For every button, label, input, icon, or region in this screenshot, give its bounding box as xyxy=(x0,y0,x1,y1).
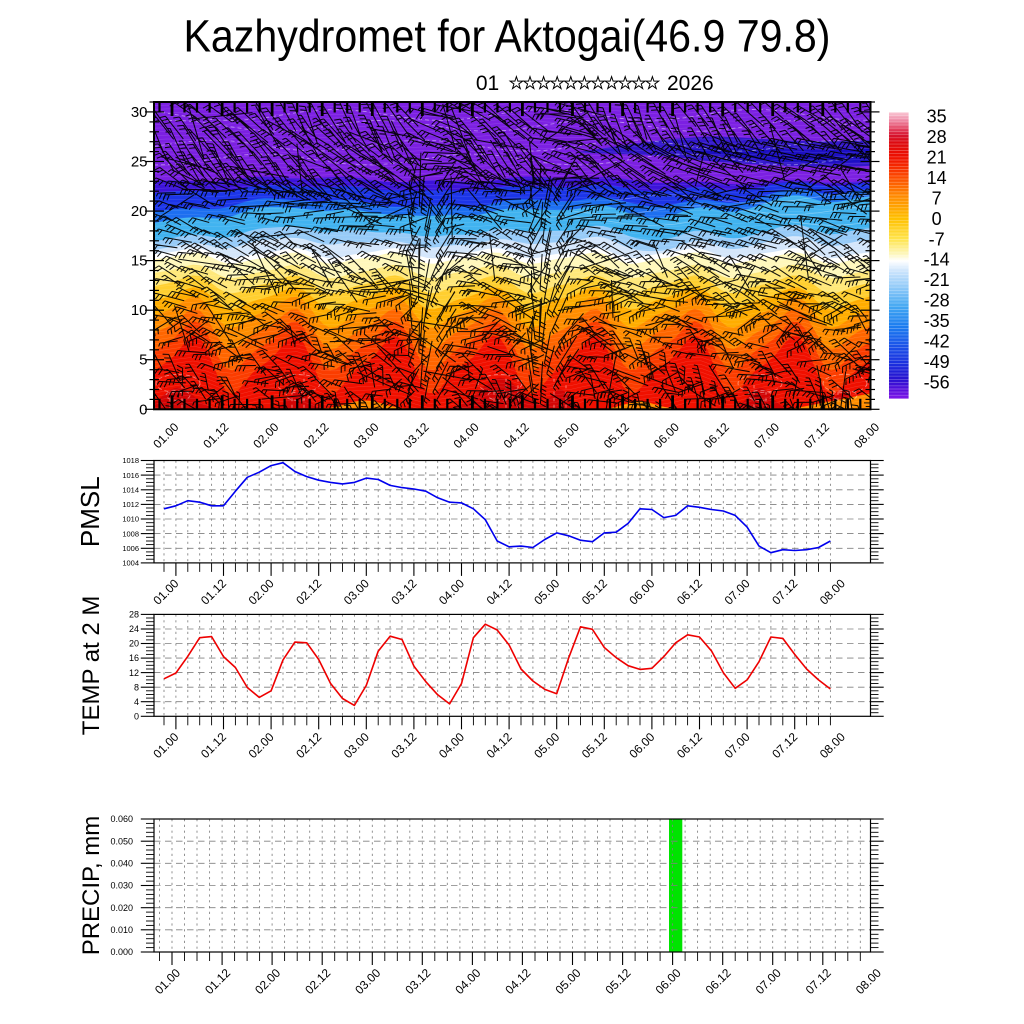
svg-text:15: 15 xyxy=(131,253,148,270)
svg-text:0.050: 0.050 xyxy=(110,836,133,846)
svg-text:1014: 1014 xyxy=(122,485,139,494)
svg-text:12: 12 xyxy=(129,668,139,678)
svg-text:1010: 1010 xyxy=(122,515,139,524)
svg-text:-49: -49 xyxy=(924,352,950,372)
svg-text:-7: -7 xyxy=(929,229,945,249)
svg-text:30: 30 xyxy=(131,104,148,121)
svg-text:0: 0 xyxy=(134,711,139,721)
svg-text:0: 0 xyxy=(139,401,147,418)
svg-text:7: 7 xyxy=(932,188,942,208)
svg-text:8: 8 xyxy=(134,682,139,692)
svg-text:1004: 1004 xyxy=(122,559,139,568)
svg-text:-14: -14 xyxy=(924,250,950,270)
svg-text:4: 4 xyxy=(134,697,139,707)
svg-text:0.060: 0.060 xyxy=(110,814,133,824)
svg-text:-21: -21 xyxy=(924,270,950,290)
svg-text:TEMP at 2 M: TEMP at 2 M xyxy=(78,596,105,736)
svg-text:14: 14 xyxy=(927,168,947,188)
svg-text:PRECIP, mm: PRECIP, mm xyxy=(78,816,105,956)
svg-text:0.020: 0.020 xyxy=(110,903,133,913)
svg-text:0.000: 0.000 xyxy=(110,947,133,957)
svg-text:Kazhydromet for Aktogai(46.9 7: Kazhydromet for Aktogai(46.9 79.8) xyxy=(184,11,831,62)
svg-text:1018: 1018 xyxy=(122,456,139,465)
svg-text:24: 24 xyxy=(129,624,139,634)
svg-text:35: 35 xyxy=(927,107,947,127)
svg-text:5: 5 xyxy=(139,352,147,369)
svg-text:-35: -35 xyxy=(924,311,950,331)
svg-text:1006: 1006 xyxy=(122,544,139,553)
svg-text:0: 0 xyxy=(932,209,942,229)
svg-text:-28: -28 xyxy=(924,291,950,311)
svg-text:10: 10 xyxy=(131,302,148,319)
svg-text:1012: 1012 xyxy=(122,500,139,509)
svg-text:01: 01 xyxy=(476,72,499,95)
svg-text:20: 20 xyxy=(129,639,139,649)
svg-text:-56: -56 xyxy=(924,372,950,392)
svg-text:28: 28 xyxy=(927,127,947,147)
svg-text:2026: 2026 xyxy=(667,72,714,95)
svg-text:0.010: 0.010 xyxy=(110,925,133,935)
svg-text:1016: 1016 xyxy=(122,471,139,480)
svg-text:25: 25 xyxy=(131,154,148,171)
svg-text:1008: 1008 xyxy=(122,529,139,538)
svg-text:-42: -42 xyxy=(924,331,950,351)
svg-text:20: 20 xyxy=(131,203,148,220)
svg-text:0.030: 0.030 xyxy=(110,881,133,891)
svg-text:PMSL: PMSL xyxy=(75,476,105,547)
svg-text:21: 21 xyxy=(927,148,947,168)
svg-text:0.040: 0.040 xyxy=(110,859,133,869)
svg-text:28: 28 xyxy=(129,610,139,620)
svg-text:16: 16 xyxy=(129,653,139,663)
